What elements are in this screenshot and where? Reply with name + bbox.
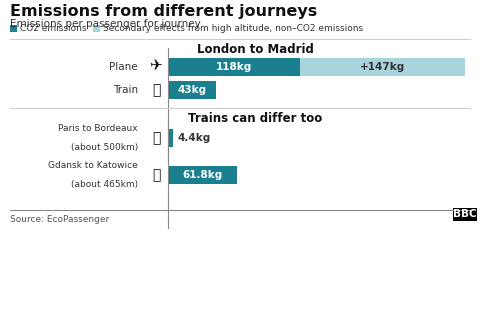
Text: 118kg: 118kg bbox=[216, 62, 252, 72]
Text: Emissions from different journeys: Emissions from different journeys bbox=[10, 4, 317, 19]
Text: 🚌: 🚌 bbox=[152, 168, 160, 182]
Text: 🚌: 🚌 bbox=[152, 83, 160, 97]
Text: BBC: BBC bbox=[453, 209, 477, 219]
Bar bbox=[168, 166, 237, 184]
Bar bbox=[93, 25, 100, 32]
Text: Trains can differ too: Trains can differ too bbox=[188, 112, 322, 125]
Text: 43kg: 43kg bbox=[178, 85, 207, 95]
Text: +147kg: +147kg bbox=[360, 62, 405, 72]
Bar bbox=[168, 81, 216, 99]
Text: CO2 emissions: CO2 emissions bbox=[20, 24, 86, 33]
Text: Train: Train bbox=[113, 85, 138, 95]
Text: Paris to Bordeaux: Paris to Bordeaux bbox=[59, 124, 138, 133]
Bar bbox=[168, 129, 173, 147]
Bar bbox=[168, 58, 300, 76]
Text: Gdansk to Katowice: Gdansk to Katowice bbox=[48, 161, 138, 170]
Text: (about 500km): (about 500km) bbox=[71, 143, 138, 152]
Text: Secondary effects from high altitude, non–CO2 emissions: Secondary effects from high altitude, no… bbox=[103, 24, 363, 33]
Text: London to Madrid: London to Madrid bbox=[197, 43, 313, 56]
Text: Plane: Plane bbox=[109, 62, 138, 72]
Text: 4.4kg: 4.4kg bbox=[178, 133, 211, 143]
Text: 61.8kg: 61.8kg bbox=[182, 170, 223, 180]
Text: 🚌: 🚌 bbox=[152, 131, 160, 145]
Text: Source: EcoPassenger: Source: EcoPassenger bbox=[10, 215, 109, 224]
Text: Emissions per passenger for journey: Emissions per passenger for journey bbox=[10, 19, 201, 29]
Text: ✈: ✈ bbox=[149, 59, 161, 73]
Bar bbox=[453, 208, 477, 221]
Bar bbox=[300, 58, 465, 76]
Text: (about 465km): (about 465km) bbox=[71, 180, 138, 189]
Bar bbox=[10, 25, 17, 32]
